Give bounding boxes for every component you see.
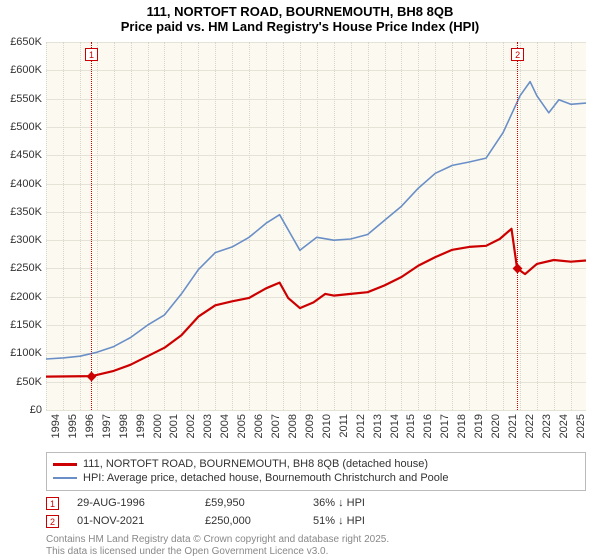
x-tick-label: 2014 [389, 414, 401, 438]
legend-swatch [53, 463, 77, 466]
x-tick-label: 2012 [355, 414, 367, 438]
x-tick-label: 2019 [473, 414, 485, 438]
x-tick-label: 2011 [338, 414, 350, 438]
x-tick-label: 2025 [575, 414, 587, 438]
x-tick-label: 2009 [304, 414, 316, 438]
legend-swatch [53, 477, 77, 479]
y-tick-label: £650K [0, 36, 42, 48]
txn-price: £59,950 [205, 497, 295, 509]
y-tick-label: £400K [0, 178, 42, 190]
marker-badge: 1 [85, 48, 98, 61]
x-tick-label: 2008 [287, 414, 299, 438]
grid-line [46, 410, 586, 411]
txn-pct: 51% ↓ HPI [313, 515, 403, 527]
y-tick-label: £550K [0, 93, 42, 105]
x-tick-label: 1999 [135, 414, 147, 438]
series-lines [46, 42, 586, 410]
x-tick-label: 2024 [558, 414, 570, 438]
y-tick-label: £200K [0, 291, 42, 303]
chart-title: 111, NORTOFT ROAD, BOURNEMOUTH, BH8 8QB … [0, 0, 600, 34]
x-tick-label: 2023 [541, 414, 553, 438]
legend-item: HPI: Average price, detached house, Bour… [53, 471, 579, 485]
x-tick-label: 2000 [152, 414, 164, 438]
txn-date: 29-AUG-1996 [77, 497, 187, 509]
footnote-line: Contains HM Land Registry data © Crown c… [46, 534, 389, 546]
x-tick-label: 2006 [253, 414, 265, 438]
x-tick-label: 2017 [439, 414, 451, 438]
x-tick-label: 2015 [405, 414, 417, 438]
marker-vline [517, 42, 518, 410]
series-price_paid [46, 229, 586, 377]
x-tick-label: 1996 [84, 414, 96, 438]
plot-area: 12 [46, 42, 586, 410]
x-tick-label: 2002 [185, 414, 197, 438]
x-tick-label: 2003 [202, 414, 214, 438]
legend-label: 111, NORTOFT ROAD, BOURNEMOUTH, BH8 8QB … [83, 457, 428, 471]
y-tick-label: £150K [0, 319, 42, 331]
marker-vline [91, 42, 92, 410]
marker-badge: 2 [511, 48, 524, 61]
x-tick-label: 1994 [50, 414, 62, 438]
y-tick-label: £600K [0, 64, 42, 76]
y-tick-label: £100K [0, 347, 42, 359]
legend-label: HPI: Average price, detached house, Bour… [83, 471, 448, 485]
x-tick-label: 2022 [524, 414, 536, 438]
x-tick-label: 2007 [270, 414, 282, 438]
legend-item: 111, NORTOFT ROAD, BOURNEMOUTH, BH8 8QB … [53, 457, 579, 471]
title-line-1: 111, NORTOFT ROAD, BOURNEMOUTH, BH8 8QB [0, 4, 600, 19]
x-tick-label: 2010 [321, 414, 333, 438]
x-tick-label: 1998 [118, 414, 130, 438]
x-tick-label: 2001 [168, 414, 180, 438]
series-hpi [46, 82, 586, 359]
footnote: Contains HM Land Registry data © Crown c… [46, 534, 389, 558]
x-tick-label: 2005 [236, 414, 248, 438]
x-tick-label: 2004 [219, 414, 231, 438]
x-tick-label: 2018 [456, 414, 468, 438]
x-tick-label: 2021 [507, 414, 519, 438]
footnote-line: This data is licensed under the Open Gov… [46, 546, 389, 558]
chart-container: 111, NORTOFT ROAD, BOURNEMOUTH, BH8 8QB … [0, 0, 600, 560]
transactions-table: 1 29-AUG-1996 £59,950 36% ↓ HPI 2 01-NOV… [46, 494, 403, 530]
y-tick-label: £0 [0, 404, 42, 416]
y-tick-label: £300K [0, 234, 42, 246]
x-tick-label: 2020 [490, 414, 502, 438]
x-tick-label: 1995 [67, 414, 79, 438]
legend: 111, NORTOFT ROAD, BOURNEMOUTH, BH8 8QB … [46, 452, 586, 491]
txn-price: £250,000 [205, 515, 295, 527]
y-tick-label: £350K [0, 206, 42, 218]
marker-badge: 2 [46, 515, 59, 528]
table-row: 1 29-AUG-1996 £59,950 36% ↓ HPI [46, 494, 403, 512]
txn-date: 01-NOV-2021 [77, 515, 187, 527]
x-tick-label: 2016 [422, 414, 434, 438]
y-tick-label: £450K [0, 149, 42, 161]
x-tick-label: 2013 [372, 414, 384, 438]
txn-pct: 36% ↓ HPI [313, 497, 403, 509]
marker-badge: 1 [46, 497, 59, 510]
table-row: 2 01-NOV-2021 £250,000 51% ↓ HPI [46, 512, 403, 530]
x-tick-label: 1997 [101, 414, 113, 438]
y-tick-label: £50K [0, 376, 42, 388]
y-tick-label: £250K [0, 262, 42, 274]
title-line-2: Price paid vs. HM Land Registry's House … [0, 19, 600, 34]
y-tick-label: £500K [0, 121, 42, 133]
